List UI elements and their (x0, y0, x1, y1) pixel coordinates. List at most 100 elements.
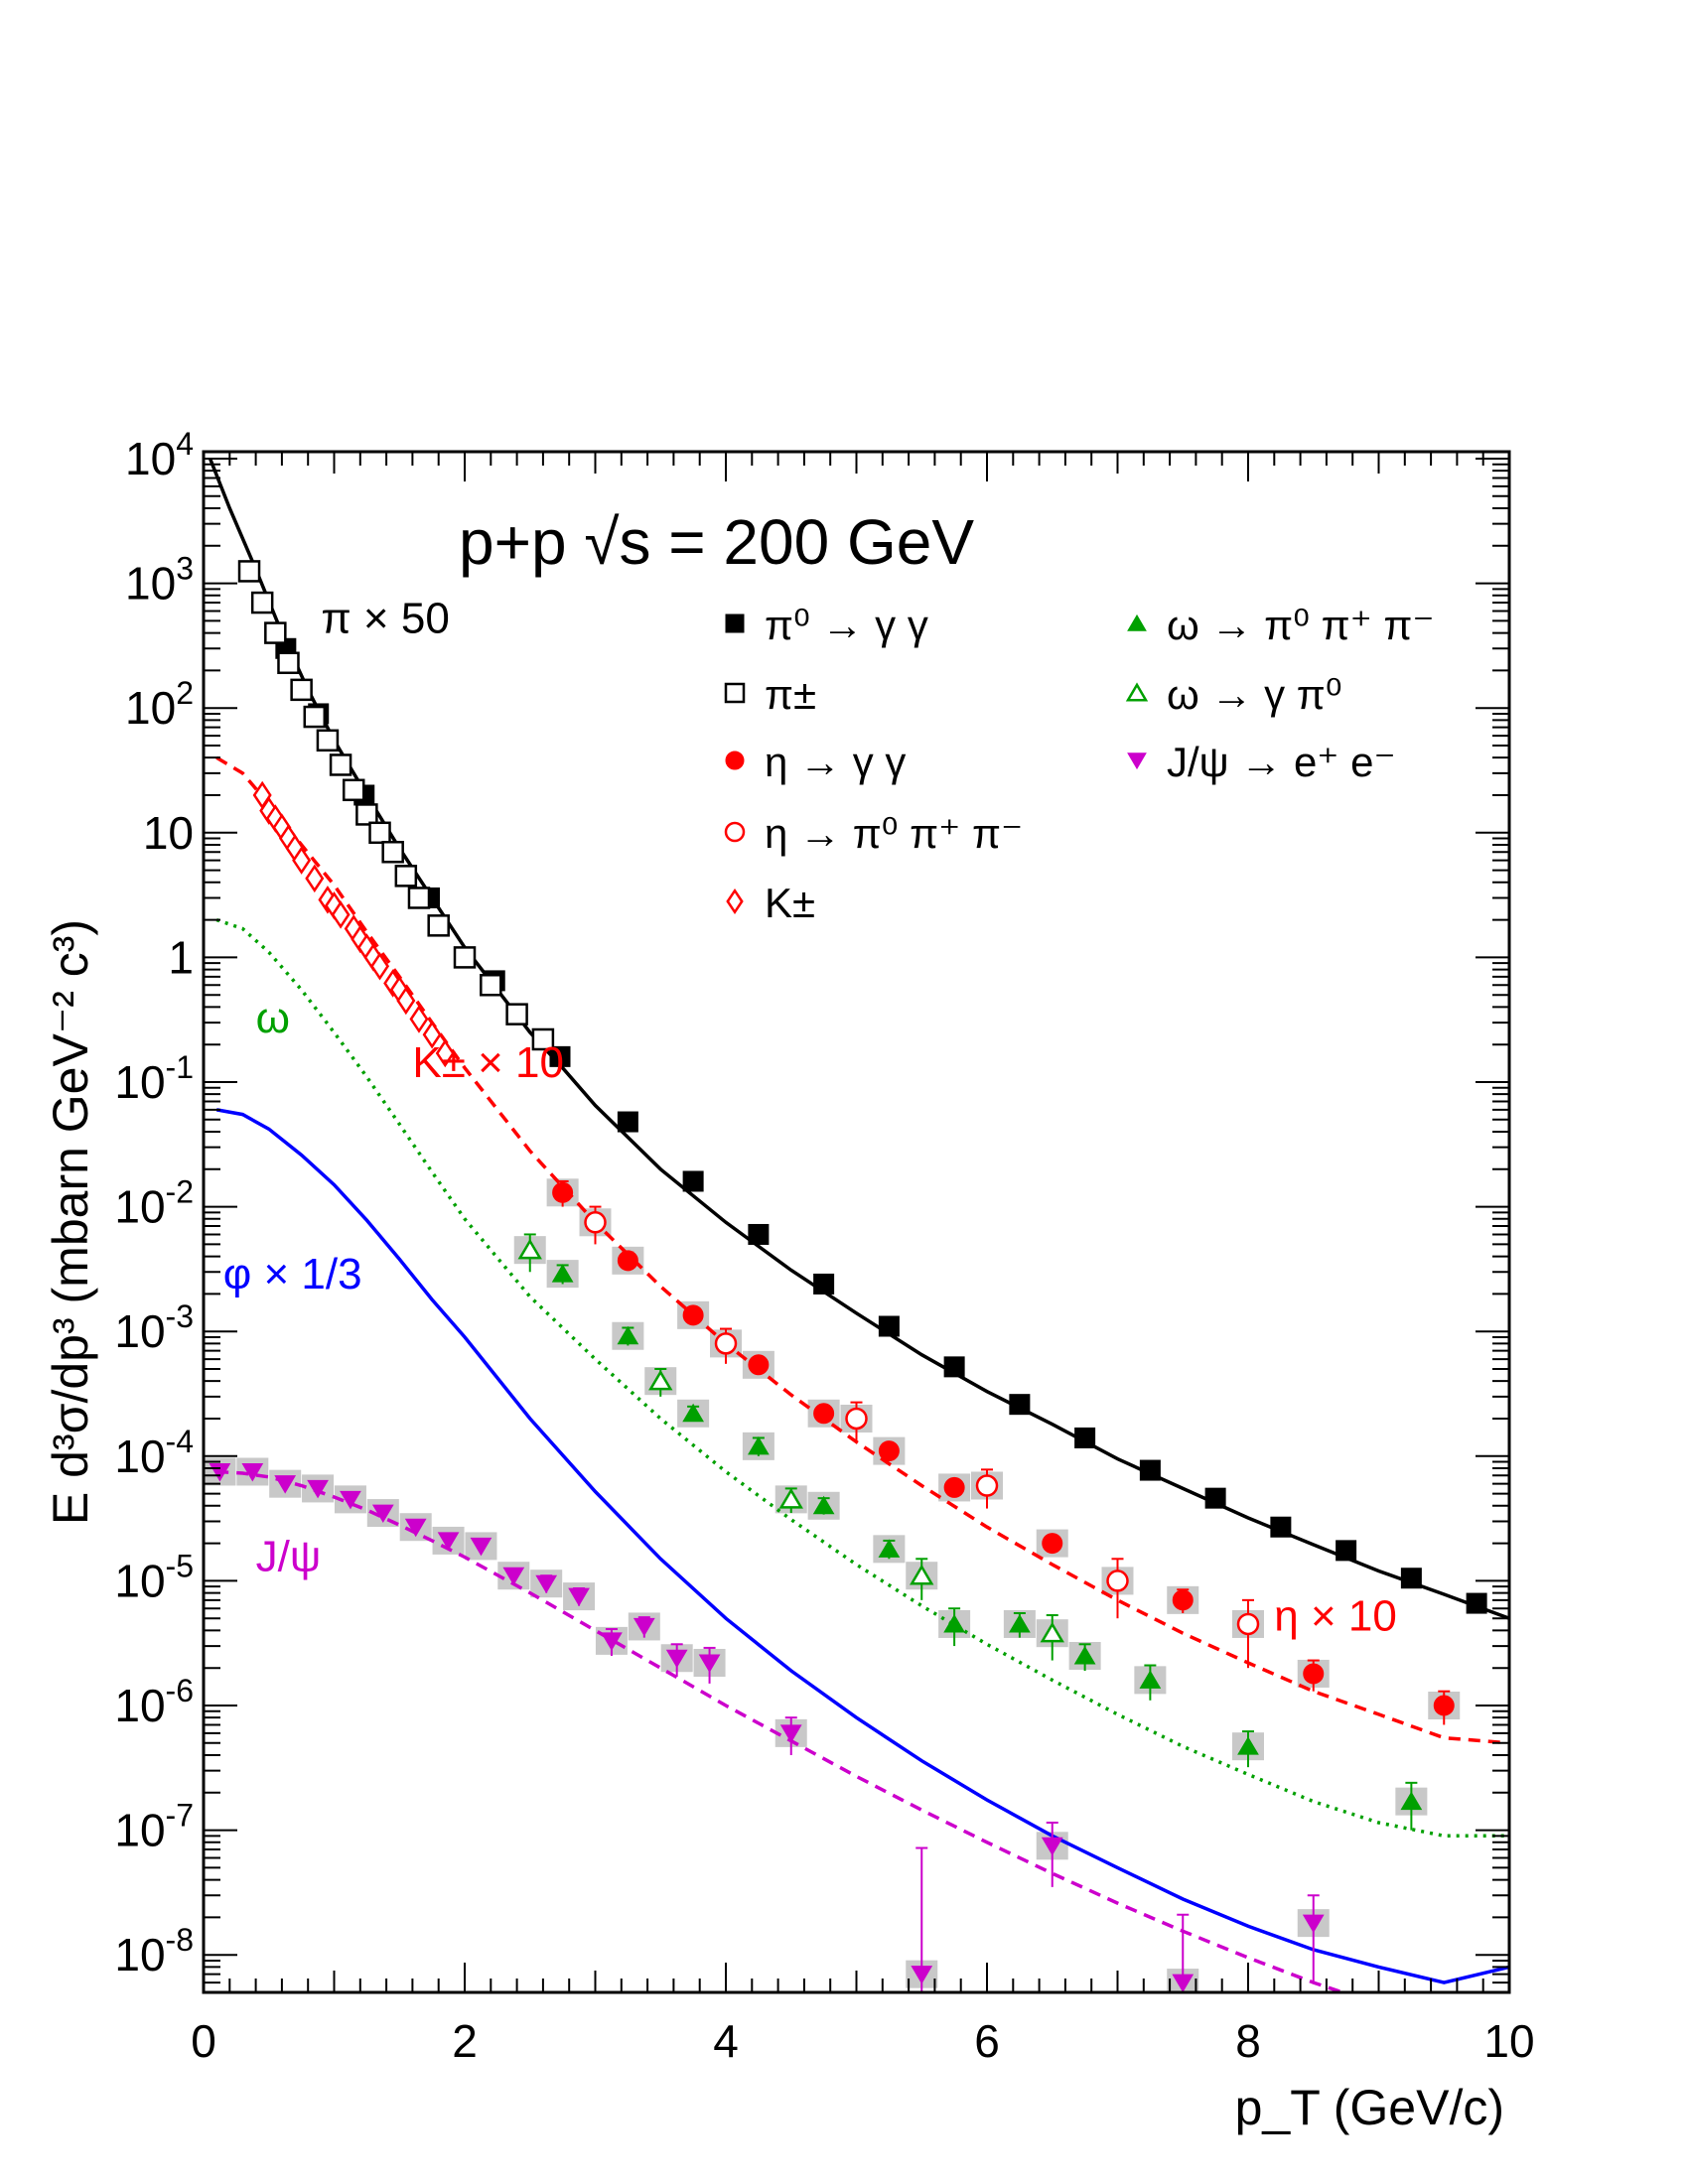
data-point (453, 946, 477, 969)
fit-curve (216, 1469, 1348, 1992)
y-axis-title: E d³σ/dp³ (mbarn GeV⁻² c³) (43, 919, 98, 1525)
data-point (1106, 1570, 1129, 1592)
data-point (404, 1518, 427, 1538)
data-point (303, 705, 327, 729)
data-point (1237, 1736, 1259, 1755)
data-point (331, 900, 351, 929)
y-tick-label: 10-3 (114, 1298, 194, 1357)
legend-marker (726, 887, 744, 915)
y-tick-label: 10 (143, 807, 194, 859)
y-tick-label: 10-8 (114, 1922, 194, 1980)
data-points (209, 560, 1487, 1992)
data-point (943, 1476, 965, 1498)
y-tick-label: 10-4 (114, 1424, 194, 1482)
data-point (381, 841, 404, 864)
data-point (342, 778, 365, 802)
data-point (568, 1587, 590, 1607)
data-point (1204, 1487, 1226, 1509)
y-tick-label: 10-7 (114, 1798, 194, 1856)
data-point (748, 1354, 770, 1376)
data-point (427, 914, 450, 937)
data-point (878, 1539, 901, 1558)
x-axis-title: p_T (GeV/c) (1235, 2080, 1504, 2135)
data-point (682, 1403, 704, 1423)
data-point (307, 1479, 329, 1499)
data-point (682, 1170, 704, 1192)
data-point (241, 1462, 264, 1482)
data-point (1433, 1695, 1455, 1716)
legend-marker (1127, 614, 1147, 631)
data-point (531, 1027, 555, 1051)
data-point (1400, 1791, 1423, 1811)
fit-curve (215, 917, 1509, 1839)
legend-marker (725, 751, 745, 770)
y-tick-label: 10-1 (114, 1049, 194, 1108)
data-point (505, 1003, 528, 1025)
y-tick-label: 10-2 (114, 1174, 194, 1233)
data-point (435, 1038, 455, 1068)
x-tick-label: 2 (452, 2015, 478, 2067)
data-point (277, 651, 300, 675)
data-point (1236, 1612, 1260, 1636)
data-point (1400, 1568, 1422, 1589)
data-point (975, 1474, 999, 1497)
data-point (1139, 1459, 1161, 1481)
legend-label: K± (765, 880, 815, 926)
data-point (617, 1250, 638, 1272)
data-point (274, 1475, 297, 1494)
data-point (535, 1574, 558, 1594)
annotation: J/ψ (256, 1532, 322, 1580)
data-point (665, 1649, 688, 1669)
data-point (290, 678, 313, 702)
chart-title: p+p √s = 200 GeV (459, 506, 974, 578)
data-point (1139, 1670, 1162, 1689)
data-point (714, 1332, 738, 1355)
data-point (648, 1369, 673, 1391)
data-point (1042, 1533, 1063, 1555)
data-point (437, 1532, 460, 1551)
y-tick-label: 104 (125, 426, 194, 484)
data-point (355, 803, 378, 826)
data-point (1074, 1427, 1096, 1448)
data-point (250, 591, 274, 614)
x-tick-label: 10 (1483, 2015, 1534, 2067)
data-point (845, 1407, 868, 1431)
y-tick-label: 102 (125, 675, 194, 734)
legend-label: ω → π⁰ π⁺ π⁻ (1167, 602, 1435, 648)
data-point (698, 1654, 721, 1673)
legend-label: J/ψ → e⁺ e⁻ (1167, 739, 1396, 785)
data-point (1172, 1974, 1195, 1992)
data-point (552, 1181, 574, 1203)
data-point (617, 1111, 638, 1133)
data-point (470, 1537, 492, 1557)
data-point (1009, 1394, 1031, 1416)
data-point (409, 1005, 429, 1033)
data-point (682, 1304, 704, 1326)
legend-label: η → γ γ (765, 739, 906, 785)
data-point (480, 974, 502, 997)
data-point (778, 1487, 803, 1509)
data-point (779, 1724, 802, 1743)
legend-marker (725, 614, 745, 633)
legend-label: ω → γ π⁰ (1167, 671, 1342, 718)
data-point (1270, 1516, 1292, 1538)
y-tick-label: 10-6 (114, 1673, 194, 1731)
data-point (943, 1613, 965, 1633)
data-point (1302, 1914, 1325, 1934)
legend: π⁰ → γ γ π± η → γ γ η → π⁰ π⁺ π⁻ K± ω → π⁰ π⁺… (724, 602, 1435, 926)
data-point (549, 1045, 571, 1067)
data-point (813, 1273, 835, 1295)
data-point (316, 729, 340, 752)
data-point (396, 986, 416, 1016)
data-point (911, 1966, 933, 1984)
legend-marker (724, 682, 746, 704)
data-point (617, 1325, 639, 1345)
data-point (633, 1617, 655, 1637)
data-point (407, 887, 431, 909)
annotation: K± × 10 (412, 1038, 564, 1087)
legend-marker (1125, 682, 1149, 702)
data-point (584, 1211, 607, 1234)
y-tick-label: 1 (168, 931, 194, 983)
annotations: π × 50 K± × 10 ω φ × 1/3 J/ψ η × 10 (223, 595, 1397, 1641)
